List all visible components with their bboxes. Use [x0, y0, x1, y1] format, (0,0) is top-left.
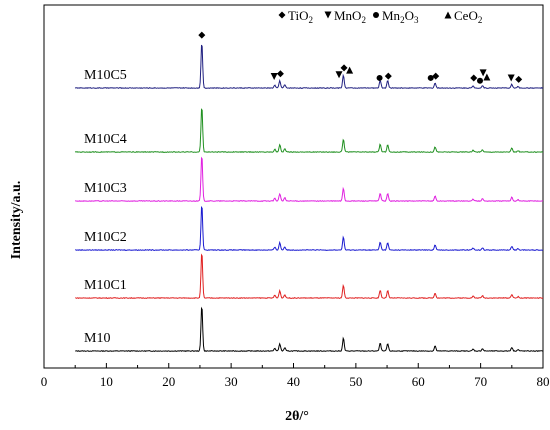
legend-entry: TiO2: [288, 8, 313, 25]
tio2-marker: [198, 31, 206, 39]
legend-formula: TiO: [288, 8, 308, 23]
legend-subscript: 2: [361, 15, 366, 25]
mno2-marker: [335, 71, 343, 79]
tio2-marker: [470, 74, 478, 82]
tio2-marker: [515, 75, 523, 83]
diffraction-traces: [74, 44, 544, 353]
trace-m10c5: [74, 44, 544, 90]
legend-entry: CeO2: [454, 8, 482, 25]
mno2-marker: [479, 69, 487, 77]
x-tick-label: 0: [41, 374, 48, 389]
series-label-m10: M10: [84, 331, 110, 346]
legend-subscript: 2: [400, 15, 405, 25]
mno2-marker: [507, 74, 515, 82]
legend: TiO2 MnO2 Mn2O3 CeO2: [278, 8, 482, 25]
phase-markers: [198, 31, 523, 84]
x-tick-label: 10: [100, 374, 113, 389]
series-label-m10c2: M10C2: [84, 230, 127, 245]
legend-subscript: 2: [308, 15, 313, 25]
mno2-marker: [270, 73, 278, 81]
legend-formula: MnO: [334, 8, 361, 23]
legend-subscript: 2: [478, 15, 483, 25]
tio2-marker: [276, 70, 284, 78]
legend-subscript: 3: [414, 15, 419, 25]
x-tick-label: 50: [349, 374, 362, 389]
mno2-marker: [324, 11, 332, 19]
x-tick-label: 40: [287, 374, 300, 389]
series-label-m10c1: M10C1: [84, 278, 127, 293]
tio2-marker: [340, 64, 348, 72]
ceo2-marker: [444, 11, 452, 19]
trace-m10c4: [74, 108, 544, 153]
legend-formula: CeO: [454, 8, 478, 23]
mn2o3-marker: [477, 77, 484, 84]
x-tick-label: 70: [474, 374, 487, 389]
x-axis: 0 10 20 30 40 50 60 70 80: [41, 363, 550, 389]
series-label-m10c4: M10C4: [84, 132, 127, 147]
trace-m10c1: [75, 253, 544, 300]
tio2-marker: [384, 72, 392, 80]
series-label-m10c5: M10C5: [84, 68, 127, 83]
mn2o3-marker: [427, 74, 434, 81]
x-tick-label: 60: [412, 374, 425, 389]
ceo2-marker: [346, 66, 354, 74]
x-tick-label: 20: [162, 374, 175, 389]
x-tick-label: 80: [537, 374, 550, 389]
trace-m10c3: [74, 156, 544, 202]
tio2-marker: [432, 72, 440, 80]
mn2o3-marker: [373, 12, 379, 18]
legend-entry: Mn2O3: [382, 8, 419, 25]
legend-formula: O: [405, 8, 414, 23]
legend-formula: Mn: [382, 8, 401, 23]
mn2o3-marker: [376, 74, 383, 81]
x-axis-title: 2θ/°: [285, 409, 309, 424]
sample-labels: M10 M10C1 M10C2 M10C3 M10C4 M10C5: [84, 68, 127, 346]
y-axis-title: Intensity/a.u.: [9, 181, 24, 260]
trace-m10: [75, 306, 544, 353]
series-label-m10c3: M10C3: [84, 181, 127, 196]
tio2-marker: [278, 11, 286, 19]
ceo2-marker: [483, 73, 491, 81]
x-tick-label: 30: [225, 374, 238, 389]
trace-m10c2: [75, 205, 544, 251]
legend-entry: MnO2: [334, 8, 366, 25]
